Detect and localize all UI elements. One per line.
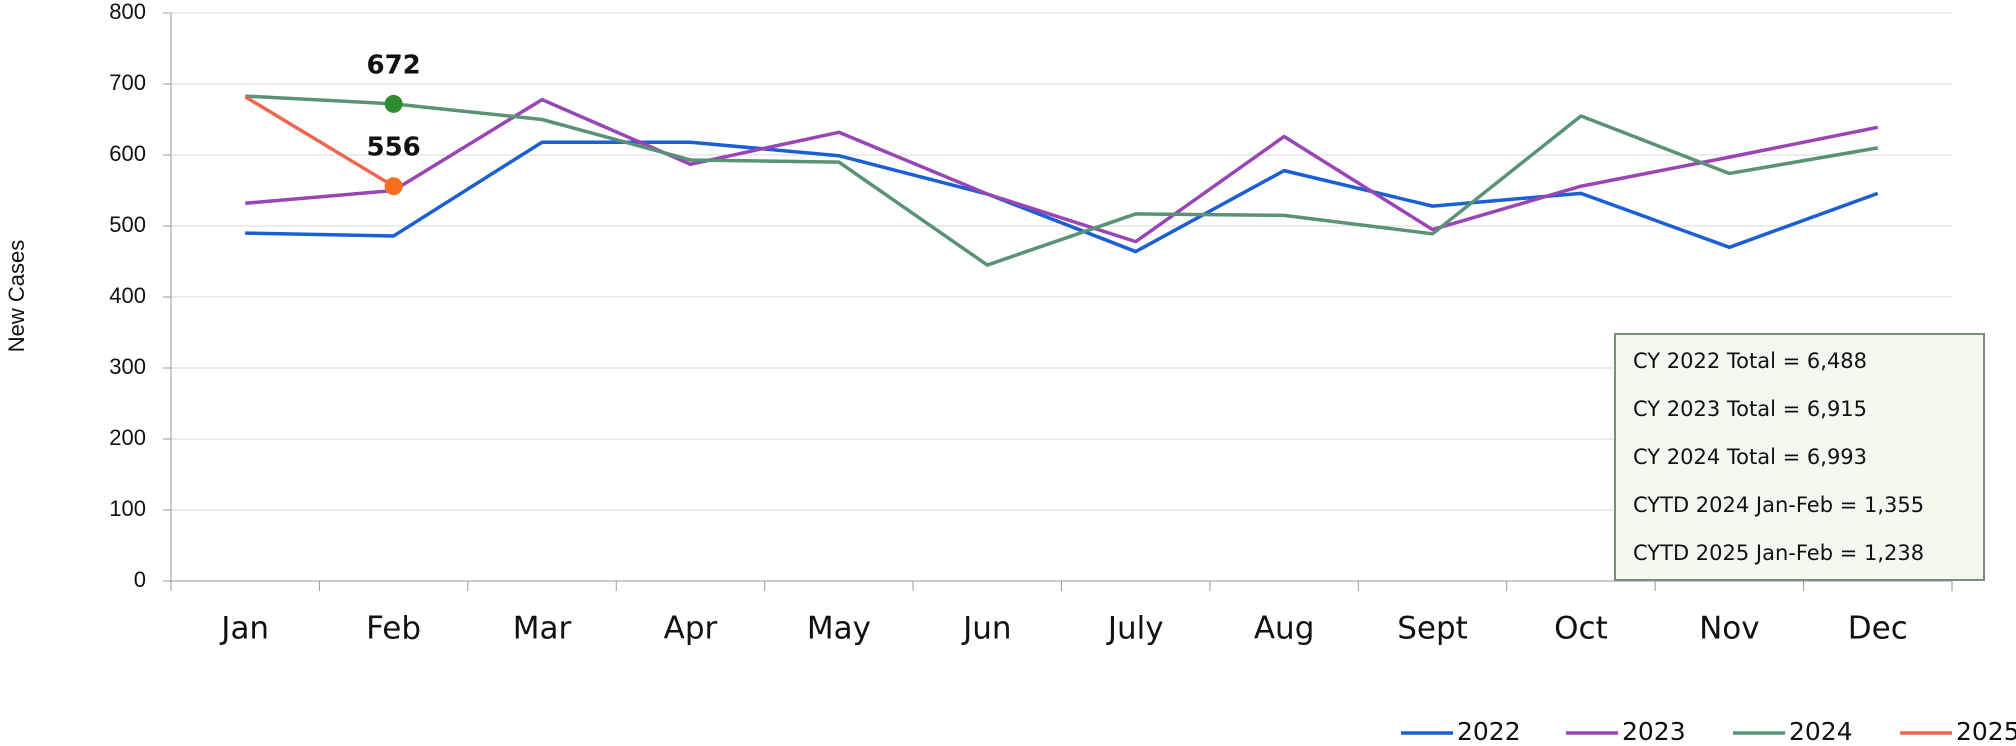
x-tick-label: Sept bbox=[1397, 611, 1468, 647]
note: CYTD 2025 Jan-Feb = 1,238 bbox=[1633, 541, 1924, 565]
y-tick-label: 200 bbox=[109, 425, 146, 450]
x-tick-label: Mar bbox=[513, 611, 572, 647]
y-tick-label: 700 bbox=[109, 70, 146, 95]
x-tick-label: Jun bbox=[961, 611, 1011, 647]
line-series bbox=[245, 94, 1879, 267]
data-marker bbox=[384, 94, 403, 113]
legend-label: 2023 bbox=[1622, 717, 1686, 746]
y-axis-title: New Cases bbox=[4, 240, 29, 352]
legend-label: 2022 bbox=[1457, 717, 1521, 746]
data-label: 556 bbox=[366, 133, 420, 163]
line-series bbox=[245, 140, 1879, 254]
y-tick-label: 400 bbox=[109, 283, 146, 308]
x-tick-label: Aug bbox=[1254, 611, 1315, 647]
x-tick-label: July bbox=[1106, 611, 1164, 647]
note: CY 2024 Total = 6,993 bbox=[1633, 445, 1867, 469]
note: CY 2023 Total = 6,915 bbox=[1633, 397, 1867, 421]
x-tick-label: Feb bbox=[366, 611, 421, 647]
legend-label: 2024 bbox=[1789, 717, 1853, 746]
y-tick-label: 600 bbox=[109, 141, 146, 166]
y-tick-label: 300 bbox=[109, 354, 146, 379]
x-tick-label: Apr bbox=[664, 611, 718, 647]
x-tick-label: Oct bbox=[1554, 611, 1608, 647]
legend-label: 2025 bbox=[1956, 717, 2016, 746]
y-tick-label: 800 bbox=[109, 0, 146, 24]
note: CY 2022 Total = 6,488 bbox=[1633, 349, 1867, 373]
line-series bbox=[245, 97, 1879, 244]
y-tick-label: 500 bbox=[109, 212, 146, 237]
x-tick-label: Nov bbox=[1699, 611, 1760, 647]
line-series bbox=[244, 95, 395, 188]
y-tick-label: 100 bbox=[109, 496, 146, 521]
x-tick-label: Dec bbox=[1848, 611, 1908, 647]
note: CYTD 2024 Jan-Feb = 1,355 bbox=[1633, 493, 1924, 517]
y-tick-label: 0 bbox=[134, 567, 146, 592]
x-tick-label: Jan bbox=[219, 611, 269, 647]
x-tick-label: May bbox=[807, 611, 871, 647]
notes-box bbox=[1614, 333, 1985, 581]
data-label: 672 bbox=[366, 50, 420, 80]
data-marker bbox=[384, 177, 403, 196]
